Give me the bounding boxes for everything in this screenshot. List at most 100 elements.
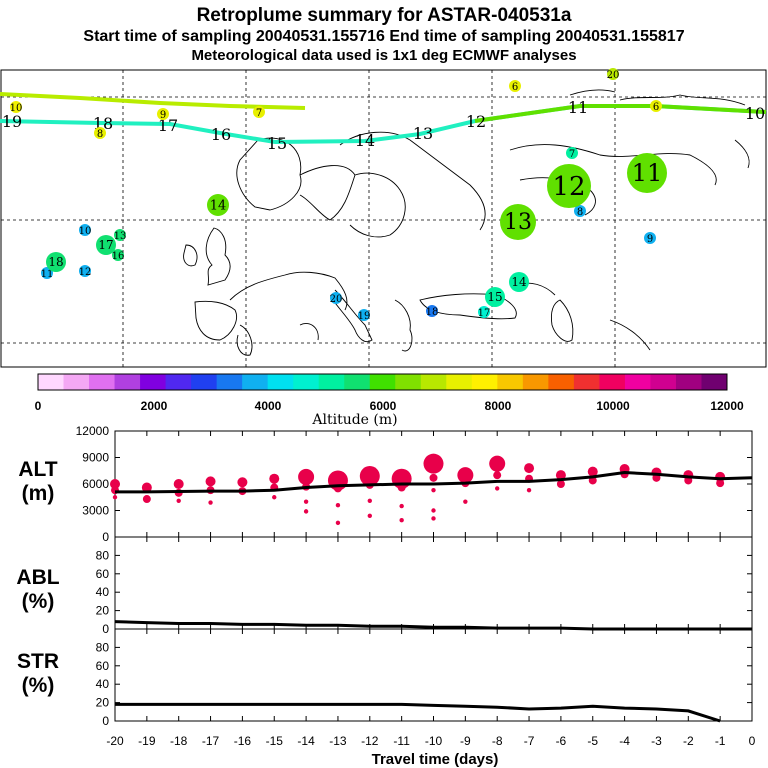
map-marker-label: 10 bbox=[79, 226, 92, 237]
colorbar-tick: 0 bbox=[35, 399, 42, 413]
map-marker bbox=[478, 306, 490, 318]
map-marker bbox=[566, 147, 578, 159]
map-marker-label: 9 bbox=[647, 234, 653, 245]
alt-marker bbox=[298, 468, 315, 485]
y-tick-label: 40 bbox=[96, 677, 110, 691]
alt-marker bbox=[495, 486, 500, 491]
x-tick-label: -9 bbox=[460, 734, 471, 748]
met-data-note: Meteorological data used is 1x1 deg ECMW… bbox=[191, 47, 576, 64]
alt-marker bbox=[399, 518, 404, 523]
map-marker-label: 8 bbox=[97, 129, 103, 140]
plume-track-recent bbox=[474, 104, 767, 123]
alt-marker bbox=[237, 477, 248, 488]
colorbar-segment bbox=[191, 374, 218, 390]
sampling-times: Start time of sampling 20040531.155716 E… bbox=[83, 28, 684, 45]
colorbar-segment bbox=[395, 374, 422, 390]
x-tick-label: -10 bbox=[425, 734, 443, 748]
alt-marker bbox=[173, 479, 184, 489]
colorbar-tick: 12000 bbox=[710, 399, 744, 413]
alt-ylabel-unit: (m) bbox=[22, 482, 55, 505]
map-marker-label: 10 bbox=[10, 103, 23, 114]
map-marker-label: 19 bbox=[358, 311, 371, 322]
colorbar-segment bbox=[701, 374, 728, 390]
x-tick-label: -5 bbox=[587, 734, 598, 748]
colorbar-segment bbox=[497, 374, 524, 390]
colorbar-ticks: 0 2000 4000 6000 8000 10000 12000 bbox=[35, 399, 744, 413]
colorbar-segment bbox=[650, 374, 677, 390]
x-tick-label: -11 bbox=[393, 734, 410, 748]
alt-marker bbox=[367, 513, 372, 518]
x-tick-label: -2 bbox=[683, 734, 694, 748]
coastlines bbox=[183, 89, 750, 356]
colorbar-segment bbox=[89, 374, 116, 390]
map-marker bbox=[157, 108, 169, 120]
y-tick-label: 0 bbox=[102, 530, 109, 544]
map-marker-label: 20 bbox=[330, 294, 343, 305]
colorbar-segment bbox=[293, 374, 320, 390]
x-tick-label: -3 bbox=[651, 734, 662, 748]
abl-ylabel: ABL bbox=[16, 566, 59, 589]
alt-marker bbox=[524, 463, 535, 474]
alt-marker bbox=[526, 487, 532, 493]
y-tick-label: 80 bbox=[96, 640, 110, 654]
figure-title: Retroplume summary for ASTAR-040531a bbox=[197, 5, 572, 26]
alt-marker bbox=[489, 455, 506, 472]
y-tick-label: 60 bbox=[96, 567, 110, 581]
track-label: 11 bbox=[568, 98, 588, 117]
colorbar-segment bbox=[165, 374, 192, 390]
map-marker-label: 9 bbox=[160, 110, 166, 121]
alt-marker bbox=[555, 470, 566, 481]
map-marker bbox=[509, 80, 521, 92]
colorbar-segment bbox=[420, 374, 447, 390]
map-marker-large-label: 17 bbox=[98, 238, 113, 252]
map-marker bbox=[650, 100, 662, 112]
track-label: 10 bbox=[745, 104, 765, 123]
alt-marker bbox=[556, 480, 565, 488]
alt-marker bbox=[493, 471, 502, 480]
map-marker-label: 17 bbox=[478, 308, 491, 319]
colorbar-segment bbox=[599, 374, 626, 390]
alt-marker bbox=[716, 479, 725, 488]
alt-marker bbox=[269, 473, 280, 484]
small-markers: 10 9 8 7 6 20 6 7 8 9 10 13 11 12 16 20 19 18 17 bbox=[10, 68, 662, 322]
alt-marker bbox=[359, 466, 380, 487]
colorbar-segment bbox=[63, 374, 90, 390]
map-marker-label: 6 bbox=[653, 102, 659, 113]
map-marker-label: 7 bbox=[256, 108, 262, 119]
colorbar-tick: 2000 bbox=[141, 399, 168, 413]
map-marker-label: 18 bbox=[426, 307, 439, 318]
x-tick-label: -18 bbox=[170, 734, 188, 748]
series-line-abl bbox=[114, 620, 752, 631]
map-marker-large-label: 15 bbox=[487, 290, 502, 304]
colorbar-segment bbox=[216, 374, 243, 390]
map-marker-large bbox=[500, 204, 536, 240]
colorbar-segment bbox=[369, 374, 396, 390]
colorbar-tick: 10000 bbox=[596, 399, 630, 413]
x-tick-label: -8 bbox=[492, 734, 503, 748]
map-marker bbox=[79, 224, 91, 236]
map-marker bbox=[79, 265, 91, 277]
map-marker-large bbox=[627, 153, 667, 193]
map-marker-large-label: 12 bbox=[552, 172, 585, 202]
y-tick-label: 40 bbox=[96, 585, 110, 599]
colorbar-segment bbox=[267, 374, 294, 390]
map-marker bbox=[10, 101, 22, 113]
colorbar-segment bbox=[675, 374, 702, 390]
map-marker-label: 16 bbox=[112, 251, 125, 262]
x-tick-label: -1 bbox=[715, 734, 726, 748]
alt-marker bbox=[335, 520, 341, 526]
y-tick-label: 12000 bbox=[76, 424, 110, 438]
y-tick-label: 6000 bbox=[82, 477, 109, 491]
track-label: 12 bbox=[466, 112, 486, 131]
map-marker bbox=[607, 68, 619, 80]
alt-marker bbox=[431, 487, 436, 493]
y-tick-label: 80 bbox=[96, 548, 110, 562]
map-panel: 19 18 17 16 15 14 13 12 11 10 10 9 8 7 6 20 6 7… bbox=[0, 68, 767, 368]
map-marker bbox=[114, 229, 126, 241]
colorbar-segment bbox=[522, 374, 549, 390]
colorbar-segment bbox=[318, 374, 345, 390]
colorbar-segment bbox=[344, 374, 371, 390]
track-labels: 19 18 17 16 15 14 13 12 11 10 bbox=[2, 98, 765, 153]
big-markers: 12 11 13 14 17 18 14 15 bbox=[46, 153, 667, 307]
map-marker-large-label: 18 bbox=[48, 255, 63, 269]
